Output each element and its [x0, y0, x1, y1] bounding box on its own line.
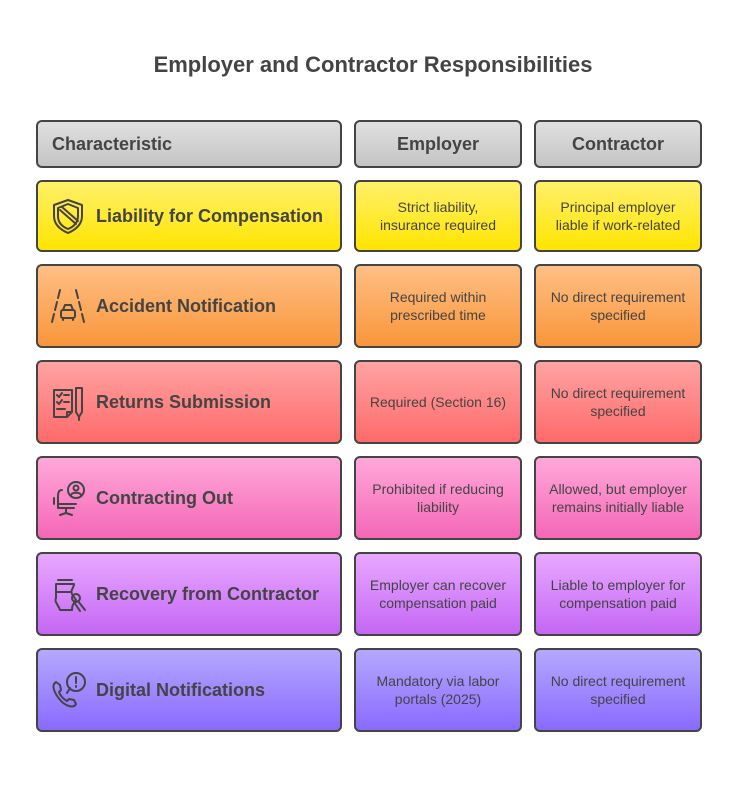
contractor-value: No direct requirement specified [550, 289, 686, 323]
row-employer: Employer can recover compensation paid [354, 552, 522, 636]
row-contractor: Liable to employer for compensation paid [534, 552, 702, 636]
row-employer: Required (Section 16) [354, 360, 522, 444]
checklist-pen-icon [48, 382, 88, 422]
row-employer: Prohibited if reducing liability [354, 456, 522, 540]
row-characteristic: Contracting Out [36, 456, 342, 540]
row-contractor: Principal employer liable if work-relate… [534, 180, 702, 252]
employer-value: Employer can recover compensation paid [369, 577, 507, 611]
contractor-value: Principal employer liable if work-relate… [555, 199, 681, 233]
row-contractor: No direct requirement specified [534, 264, 702, 348]
row-contractor: Allowed, but employer remains initially … [534, 456, 702, 540]
contractor-value: Allowed, but employer remains initially … [549, 481, 687, 515]
shield-icon [48, 196, 88, 236]
row-employer: Strict liability, insurance required [354, 180, 522, 252]
phone-alert-icon [48, 670, 88, 710]
row-characteristic: Liability for Compensation [36, 180, 342, 252]
row-characteristic: Recovery from Contractor [36, 552, 342, 636]
employer-value: Required within prescribed time [389, 289, 487, 323]
road-car-icon [48, 286, 88, 326]
contractor-value: Liable to employer for compensation paid [550, 577, 686, 611]
page-title: Employer and Contractor Responsibilities [153, 52, 593, 77]
header-characteristic: Characteristic [36, 120, 342, 168]
characteristic-label: Recovery from Contractor [96, 584, 320, 604]
employer-value: Prohibited if reducing liability [372, 481, 504, 515]
jar-spoon-icon [48, 574, 88, 614]
office-chair-person-icon [48, 478, 88, 518]
row-employer: Required within prescribed time [354, 264, 522, 348]
employer-value: Mandatory via labor portals (2025) [376, 673, 500, 707]
characteristic-label: Contracting Out [96, 488, 233, 508]
characteristic-label: Accident Notification [96, 296, 277, 316]
employer-value: Required (Section 16) [369, 394, 507, 410]
row-employer: Mandatory via labor portals (2025) [354, 648, 522, 732]
row-contractor: No direct requirement specified [534, 360, 702, 444]
contractor-value: No direct requirement specified [550, 673, 686, 707]
characteristic-label: Liability for Compensation [96, 206, 324, 226]
characteristic-label: Digital Notifications [96, 680, 266, 700]
row-characteristic: Returns Submission [36, 360, 342, 444]
contractor-value: No direct requirement specified [550, 385, 686, 419]
header-contractor: Contractor [534, 120, 702, 168]
row-characteristic: Digital Notifications [36, 648, 342, 732]
employer-value: Strict liability, insurance required [380, 199, 496, 233]
characteristic-label: Returns Submission [96, 392, 272, 412]
header-employer: Employer [354, 120, 522, 168]
row-contractor: No direct requirement specified [534, 648, 702, 732]
row-characteristic: Accident Notification [36, 264, 342, 348]
